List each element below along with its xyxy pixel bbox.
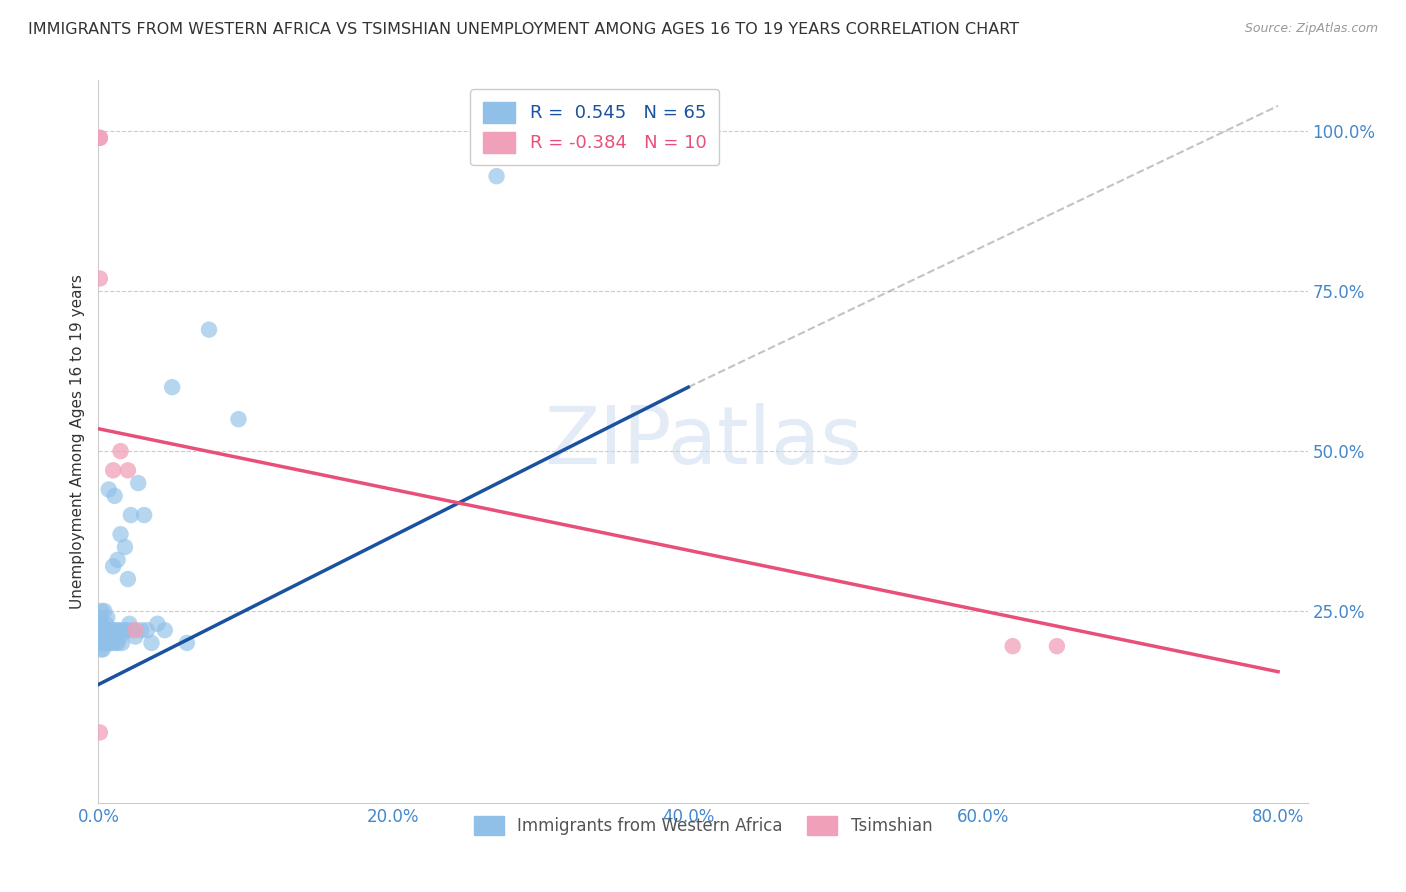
Point bbox=[98, 623, 121, 637]
Point bbox=[110, 630, 132, 644]
Legend: Immigrants from Western Africa, Tsimshian: Immigrants from Western Africa, Tsimshia… bbox=[464, 805, 942, 845]
Point bbox=[97, 630, 120, 644]
Point bbox=[89, 630, 111, 644]
Point bbox=[114, 540, 136, 554]
Point bbox=[93, 636, 115, 650]
Point bbox=[146, 616, 169, 631]
Point bbox=[117, 572, 139, 586]
Point bbox=[97, 636, 120, 650]
Point bbox=[90, 630, 112, 644]
Point bbox=[93, 623, 115, 637]
Point bbox=[90, 616, 112, 631]
Point bbox=[91, 642, 114, 657]
Point bbox=[91, 630, 114, 644]
Point bbox=[134, 508, 156, 522]
Point bbox=[108, 623, 131, 637]
Point bbox=[96, 610, 118, 624]
Point bbox=[115, 623, 138, 637]
Point bbox=[94, 630, 117, 644]
Point bbox=[90, 604, 112, 618]
Point bbox=[90, 642, 112, 657]
Point bbox=[228, 412, 250, 426]
Y-axis label: Unemployment Among Ages 16 to 19 years: Unemployment Among Ages 16 to 19 years bbox=[69, 274, 84, 609]
Point bbox=[100, 630, 122, 644]
Point bbox=[124, 623, 146, 637]
Point bbox=[97, 483, 120, 497]
Point bbox=[111, 636, 134, 650]
Point bbox=[89, 616, 111, 631]
Point bbox=[124, 630, 146, 644]
Point bbox=[160, 380, 183, 394]
Point bbox=[117, 463, 139, 477]
Point bbox=[176, 636, 198, 650]
Point bbox=[89, 623, 111, 637]
Point bbox=[107, 636, 129, 650]
Point bbox=[93, 630, 115, 644]
Text: Source: ZipAtlas.com: Source: ZipAtlas.com bbox=[1244, 22, 1378, 36]
Point bbox=[98, 630, 121, 644]
Point bbox=[110, 527, 132, 541]
Point bbox=[90, 636, 112, 650]
Point bbox=[127, 476, 149, 491]
Point bbox=[1046, 639, 1069, 653]
Text: IMMIGRANTS FROM WESTERN AFRICA VS TSIMSHIAN UNEMPLOYMENT AMONG AGES 16 TO 19 YEA: IMMIGRANTS FROM WESTERN AFRICA VS TSIMSH… bbox=[28, 22, 1019, 37]
Point bbox=[118, 616, 141, 631]
Point bbox=[89, 131, 111, 145]
Point bbox=[91, 623, 114, 637]
Point bbox=[107, 553, 129, 567]
Point bbox=[112, 623, 135, 637]
Point bbox=[93, 604, 115, 618]
Point bbox=[104, 489, 127, 503]
Point bbox=[89, 131, 111, 145]
Point bbox=[129, 623, 152, 637]
Point bbox=[89, 636, 111, 650]
Point bbox=[105, 623, 128, 637]
Point bbox=[96, 636, 118, 650]
Point bbox=[89, 610, 111, 624]
Point bbox=[198, 323, 221, 337]
Point bbox=[1001, 639, 1024, 653]
Point bbox=[136, 623, 159, 637]
Point bbox=[100, 636, 122, 650]
Point bbox=[89, 725, 111, 739]
Point bbox=[91, 636, 114, 650]
Point bbox=[485, 169, 508, 184]
Point bbox=[104, 630, 127, 644]
Point bbox=[110, 444, 132, 458]
Point bbox=[98, 636, 121, 650]
Point bbox=[89, 271, 111, 285]
Point bbox=[120, 508, 142, 522]
Point bbox=[153, 623, 176, 637]
Point bbox=[94, 616, 117, 631]
Text: ZIPatlas: ZIPatlas bbox=[544, 402, 862, 481]
Point bbox=[96, 623, 118, 637]
Point bbox=[101, 463, 124, 477]
Point bbox=[141, 636, 163, 650]
Point bbox=[101, 623, 124, 637]
Point bbox=[101, 559, 124, 574]
Point bbox=[90, 623, 112, 637]
Point bbox=[105, 636, 128, 650]
Point bbox=[94, 636, 117, 650]
Point bbox=[121, 623, 143, 637]
